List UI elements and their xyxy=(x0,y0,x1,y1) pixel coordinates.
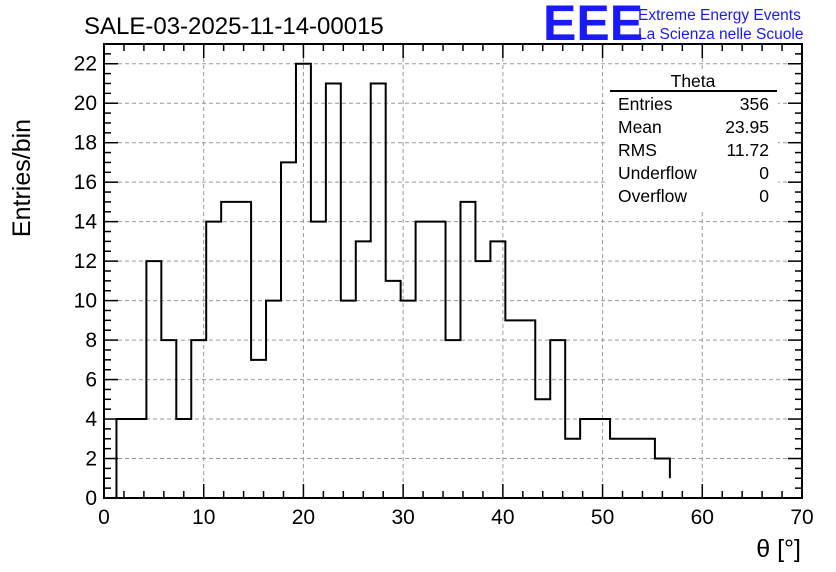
x-tick-label: 30 xyxy=(391,506,414,529)
x-tick-label: 70 xyxy=(790,506,813,529)
logo-line-1: Extreme Energy Events xyxy=(638,7,801,24)
stats-value: 23.95 xyxy=(725,117,769,137)
stats-value: 356 xyxy=(740,94,769,114)
x-tick-label: 20 xyxy=(292,506,315,529)
y-tick-label: 2 xyxy=(85,448,97,471)
stats-label: Underflow xyxy=(618,163,697,183)
x-tick-label: 60 xyxy=(691,506,714,529)
stats-box-background xyxy=(608,70,778,210)
stats-box: Theta Entries 356 Mean 23.95 RMS 11.72 Underfl… xyxy=(608,70,778,210)
eee-logo: EEE Extreme Energy Events La Scienza nel… xyxy=(543,0,803,51)
stats-value: 11.72 xyxy=(727,140,770,160)
y-tick-label: 4 xyxy=(85,408,97,431)
y-tick-label: 22 xyxy=(74,53,97,76)
logo-line-2: La Scienza nelle Scuole xyxy=(638,26,803,43)
y-tick-label: 16 xyxy=(74,171,97,194)
x-tick-label: 0 xyxy=(98,506,110,529)
stats-label: RMS xyxy=(618,140,657,160)
x-tick-label: 40 xyxy=(491,506,514,529)
x-tick-label: 10 xyxy=(192,506,215,529)
eee-logo-letters: EEE xyxy=(543,0,643,51)
y-axis-label: Entries/bin xyxy=(8,119,36,237)
y-tick-label: 10 xyxy=(74,290,97,313)
y-tick-label: 14 xyxy=(74,211,98,234)
stats-value: 0 xyxy=(759,186,769,206)
stats-label: Entries xyxy=(618,94,673,114)
x-tick-label: 50 xyxy=(591,506,614,529)
histogram-outline xyxy=(115,62,671,498)
y-tick-label: 18 xyxy=(74,132,97,155)
y-tick-label: 8 xyxy=(85,329,97,352)
y-tick-label: 12 xyxy=(74,250,97,273)
x-axis-label: θ [°] xyxy=(756,535,801,563)
chart-title: SALE-03-2025-11-14-00015 xyxy=(84,13,384,40)
y-tick-label: 0 xyxy=(85,487,97,510)
y-tick-label: 20 xyxy=(74,92,97,115)
stats-title: Theta xyxy=(671,71,716,91)
y-tick-label: 6 xyxy=(85,369,97,392)
stats-label: Overflow xyxy=(618,186,687,206)
stats-value: 0 xyxy=(759,163,769,183)
stats-label: Mean xyxy=(618,117,662,137)
axis-ticks xyxy=(103,43,803,499)
